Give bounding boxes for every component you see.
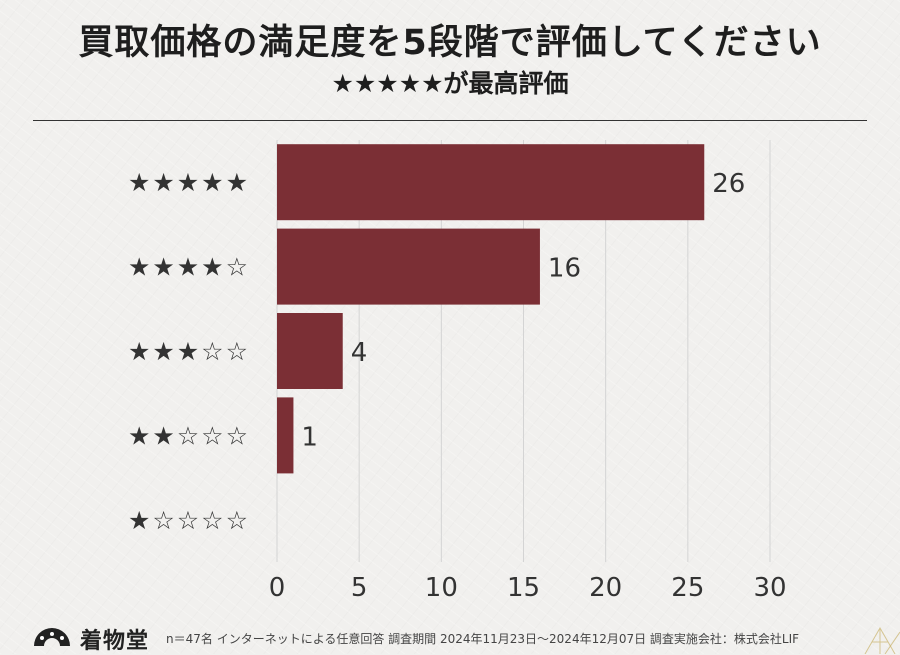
x-tick-label: 0 — [269, 573, 286, 603]
chart-subtitle: ★★★★★が最高評価 — [331, 69, 569, 98]
data-label: 1 — [301, 422, 318, 452]
bar-chart: ★★★★★ 26 ★★★★☆ 16 ★★★☆☆ 4 ★★☆☆☆ 1 ★☆☆☆☆ 0 5 10 15 20 2… — [128, 140, 787, 603]
data-label: 26 — [712, 169, 745, 199]
footer: 着物堂 n＝47名 インターネットによる任意回答 調査期間 2024年11月23… — [0, 618, 900, 654]
x-tick-label: 5 — [351, 573, 368, 603]
category-label: ★★☆☆☆ — [128, 421, 250, 450]
x-tick-label: 30 — [753, 573, 786, 603]
category-label: ★☆☆☆☆ — [128, 506, 250, 535]
title-divider — [33, 120, 867, 121]
category-label: ★★★★☆ — [128, 253, 250, 282]
survey-footnote: n＝47名 インターネットによる任意回答 調査期間 2024年11月23日～20… — [166, 632, 800, 646]
x-tick-label: 15 — [507, 573, 540, 603]
data-label: 16 — [548, 254, 581, 284]
bar — [277, 397, 294, 474]
corner-pattern-icon — [864, 626, 900, 654]
data-label: 4 — [351, 338, 368, 368]
x-tick-label: 10 — [425, 573, 458, 603]
bar — [277, 313, 343, 389]
bar — [277, 228, 540, 305]
category-label: ★★★☆☆ — [128, 337, 250, 366]
x-tick-label: 25 — [671, 573, 704, 603]
fan-logo-icon — [34, 628, 70, 646]
brand-logo-text: 着物堂 — [80, 628, 150, 654]
x-tick-label: 20 — [589, 573, 622, 603]
bar — [277, 144, 705, 221]
chart-title: 買取価格の満足度を5段階で評価してください — [78, 23, 822, 63]
category-label: ★★★★★ — [128, 168, 250, 197]
